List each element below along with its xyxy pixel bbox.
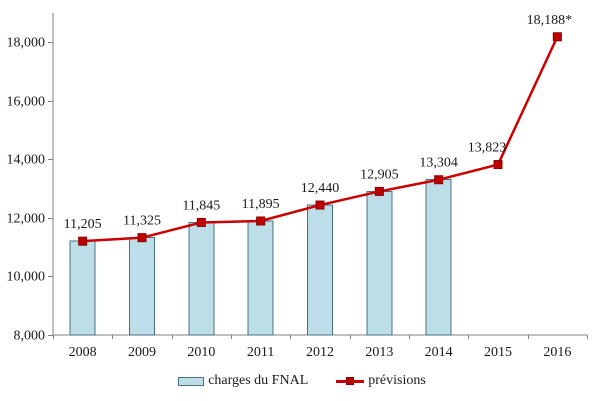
previsions-marker	[315, 200, 325, 210]
x-tick-label: 2011	[247, 345, 274, 360]
previsions-marker	[256, 216, 266, 226]
x-tick-label: 2010	[187, 345, 215, 360]
x-tick-label: 2008	[69, 345, 97, 360]
x-tick-label: 2014	[425, 345, 453, 360]
x-tick-label: 2012	[306, 345, 334, 360]
bar-charges	[69, 240, 96, 336]
x-tick-label: 2016	[543, 345, 571, 360]
x-tick-label: 2013	[365, 345, 393, 360]
previsions-marker	[434, 175, 444, 185]
previsions-marker	[552, 32, 562, 42]
previsions-marker	[137, 233, 147, 243]
data-label: 18,188*	[527, 13, 573, 28]
y-tick-label: 18,000	[7, 36, 46, 51]
legend-item-charges: charges du FNAL	[178, 373, 308, 389]
data-label: 12,905	[360, 167, 399, 182]
data-label: 11,325	[123, 214, 161, 229]
y-tick-label: 14,000	[7, 153, 46, 168]
previsions-marker	[374, 186, 384, 196]
bar-charges	[129, 237, 155, 336]
bar-charges	[188, 221, 215, 336]
chart-plot-area: 8,000 10,000 12,000 14,000 16,000 18,000 2008 2…	[7, 13, 588, 360]
legend-item-previsions: prévisions	[336, 373, 426, 389]
data-label: 13,304	[419, 156, 458, 171]
bar-charges	[425, 179, 452, 336]
legend-line-marker-icon	[336, 376, 365, 386]
legend-bar-swatch-icon	[178, 376, 205, 386]
data-label: 12,440	[301, 181, 340, 196]
legend-label-charges: charges du FNAL	[208, 373, 309, 388]
y-tick-label: 8,000	[14, 329, 46, 344]
bar-charges	[366, 190, 393, 336]
bar-charges	[247, 220, 274, 336]
y-tick-label: 10,000	[7, 270, 46, 285]
previsions-marker	[196, 217, 206, 227]
legend-label-previsions: prévisions	[368, 373, 426, 388]
previsions-marker	[78, 236, 88, 246]
data-label: 13,823	[468, 141, 507, 156]
x-tick-label: 2015	[484, 345, 512, 360]
y-tick-label: 12,000	[7, 212, 46, 227]
y-tick-label: 16,000	[7, 95, 46, 110]
data-label: 11,845	[182, 198, 220, 213]
data-label: 11,205	[64, 217, 102, 232]
chart-legend: charges du FNAL prévisions	[0, 369, 604, 393]
previsions-marker	[493, 160, 503, 170]
data-label: 11,895	[242, 197, 280, 212]
bar-charges	[307, 204, 333, 336]
x-tick-label: 2009	[128, 345, 156, 360]
